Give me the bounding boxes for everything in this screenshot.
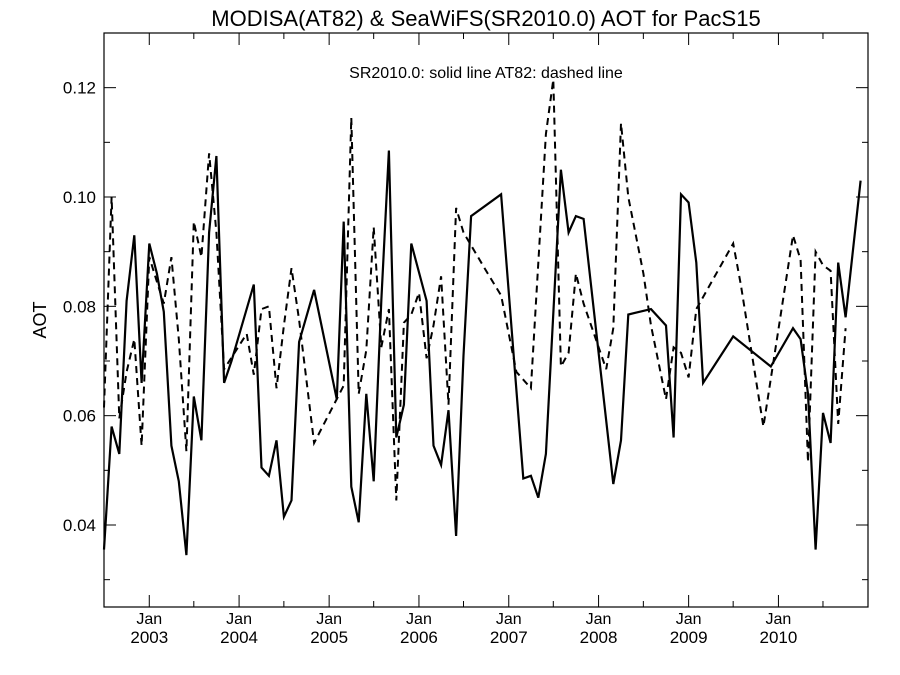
legend-note: SR2010.0: solid line AT82: dashed line: [349, 65, 623, 82]
x-tick-year-label: 2004: [220, 628, 258, 647]
x-tick-month-label: Jan: [406, 611, 432, 628]
y-tick-label: 0.04: [63, 516, 96, 535]
y-axis-label: AOT: [30, 301, 50, 338]
x-tick-month-label: Jan: [586, 611, 612, 628]
x-tick-month-label: Jan: [496, 611, 522, 628]
plot-frame: [103, 32, 869, 608]
y-tick-label: 0.08: [63, 297, 96, 316]
x-tick-year-label: 2009: [670, 628, 708, 647]
x-tick-year-label: 2003: [130, 628, 168, 647]
x-tick-month-label: Jan: [136, 611, 162, 628]
x-tick-year-label: 2008: [580, 628, 618, 647]
x-tick-year-label: 2006: [400, 628, 438, 647]
x-tick-year-label: 2005: [310, 628, 348, 647]
series-line-sr2010-0: [102, 150, 862, 556]
x-tick-year-label: 2010: [760, 628, 798, 647]
y-tick-label: 0.10: [63, 188, 96, 207]
x-tick-month-label: Jan: [316, 611, 342, 628]
y-axis: 0.04 0.06 0.08 0.10 0.12: [63, 32, 868, 581]
series-line-at82: [103, 79, 847, 501]
x-tick-month-label: Jan: [676, 611, 702, 628]
x-tick-year-label: 2007: [490, 628, 528, 647]
y-tick-label: 0.06: [63, 407, 96, 426]
x-tick-month-label: Jan: [766, 611, 792, 628]
x-axis: Jan2003Jan2004Jan2005Jan2006Jan2007Jan20…: [130, 33, 824, 647]
y-tick-label: 0.12: [63, 79, 96, 98]
chart-title: MODISA(AT82) & SeaWiFS(SR2010.0) AOT for…: [211, 6, 760, 31]
series-layer: [102, 79, 862, 556]
x-tick-month-label: Jan: [226, 611, 252, 628]
